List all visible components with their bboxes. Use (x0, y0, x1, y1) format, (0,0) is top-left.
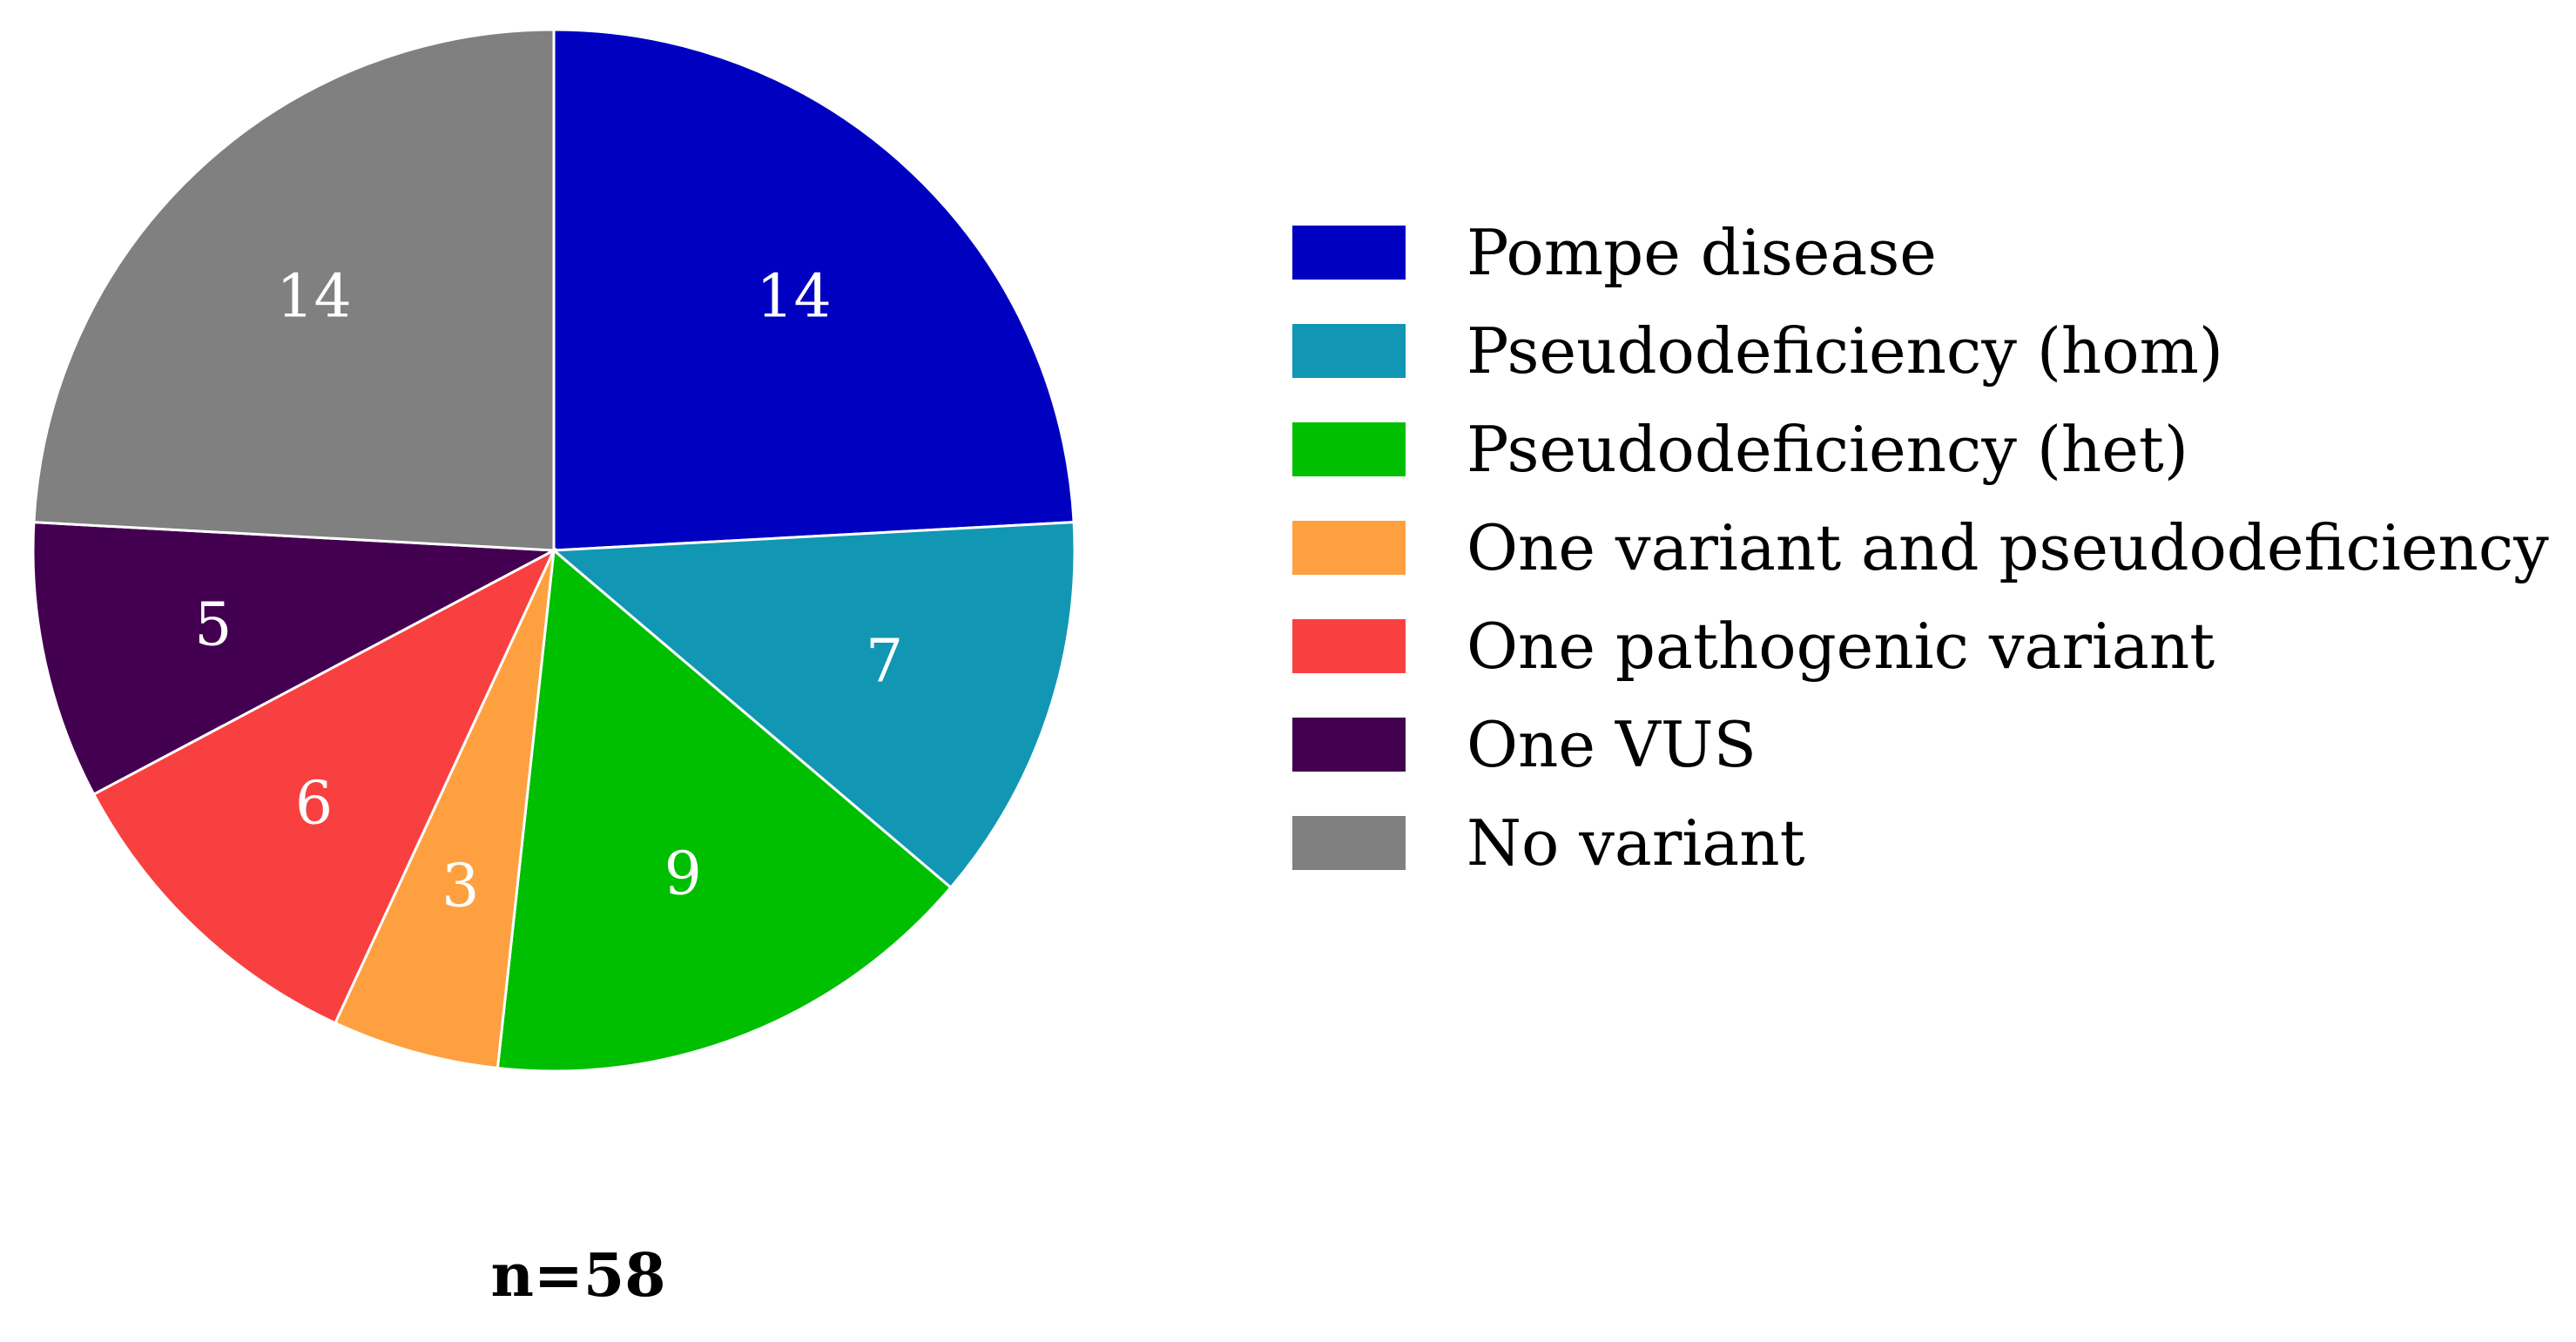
legend-label-pompe-disease: Pompe disease (1467, 216, 1937, 289)
legend-label-pseudodeficiency-het: Pseudodeficiency (het) (1467, 413, 2188, 486)
slice-value-label-no-variant: 14 (276, 263, 352, 332)
legend-swatch-one-variant-and-pseudodeficiency (1292, 521, 1406, 575)
legend-label-pseudodeficiency-hom: Pseudodeficiency (hom) (1467, 314, 2223, 388)
legend-item-one-variant-and-pseudodeficiency: One variant and pseudodeficiency (1292, 511, 2549, 584)
legend-label-one-vus: One VUS (1467, 708, 1757, 781)
legend-swatch-pseudodeficiency-hom (1292, 324, 1406, 378)
legend-item-no-variant: No variant (1292, 806, 1805, 880)
legend-item-pompe-disease: Pompe disease (1292, 216, 1937, 289)
sample-size-label: n=58 (490, 1241, 665, 1311)
pie-slice-no-variant (32, 28, 556, 552)
slice-value-label-one-variant-and-pseudodeficiency: 3 (442, 853, 479, 921)
pie-slice-pseudodeficiency-het (496, 548, 953, 1073)
pie-slice-one-variant-and-pseudodeficiency (333, 550, 556, 1070)
legend-item-one-pathogenic-variant: One pathogenic variant (1292, 610, 2215, 683)
slice-value-labels: 14 7 9 3 6 5 14 (194, 263, 903, 921)
legend-label-one-variant-and-pseudodeficiency: One variant and pseudodeficiency (1467, 511, 2549, 584)
pie-slice-pompe-disease (552, 28, 1076, 552)
legend: Pompe disease Pseudodeficiency (hom) Pseud… (1292, 216, 2549, 880)
legend-label-no-variant: No variant (1467, 806, 1805, 880)
pie-slice-pseudodeficiency-hom (550, 521, 1076, 890)
legend-swatch-one-pathogenic-variant (1292, 619, 1406, 673)
slice-value-label-one-vus: 5 (194, 591, 232, 660)
slice-value-label-pseudodeficiency-het: 9 (664, 840, 702, 909)
pie-slice-one-vus (31, 521, 559, 797)
legend-swatch-pompe-disease (1292, 226, 1406, 280)
legend-swatch-one-vus (1292, 718, 1406, 772)
legend-label-one-pathogenic-variant: One pathogenic variant (1467, 610, 2215, 683)
legend-swatch-no-variant (1292, 816, 1406, 870)
pie-slice-one-pathogenic-variant (91, 547, 557, 1025)
legend-swatch-pseudodeficiency-het (1292, 422, 1406, 476)
slice-value-label-pseudodeficiency-hom: 7 (866, 627, 903, 696)
legend-item-pseudodeficiency-het: Pseudodeficiency (het) (1292, 413, 2188, 486)
legend-item-one-vus: One VUS (1292, 708, 1757, 781)
slice-value-label-one-pathogenic-variant: 6 (295, 769, 333, 838)
legend-item-pseudodeficiency-hom: Pseudodeficiency (hom) (1292, 314, 2223, 388)
pie-slices (31, 28, 1076, 1073)
slice-value-label-pompe-disease: 14 (756, 263, 832, 332)
